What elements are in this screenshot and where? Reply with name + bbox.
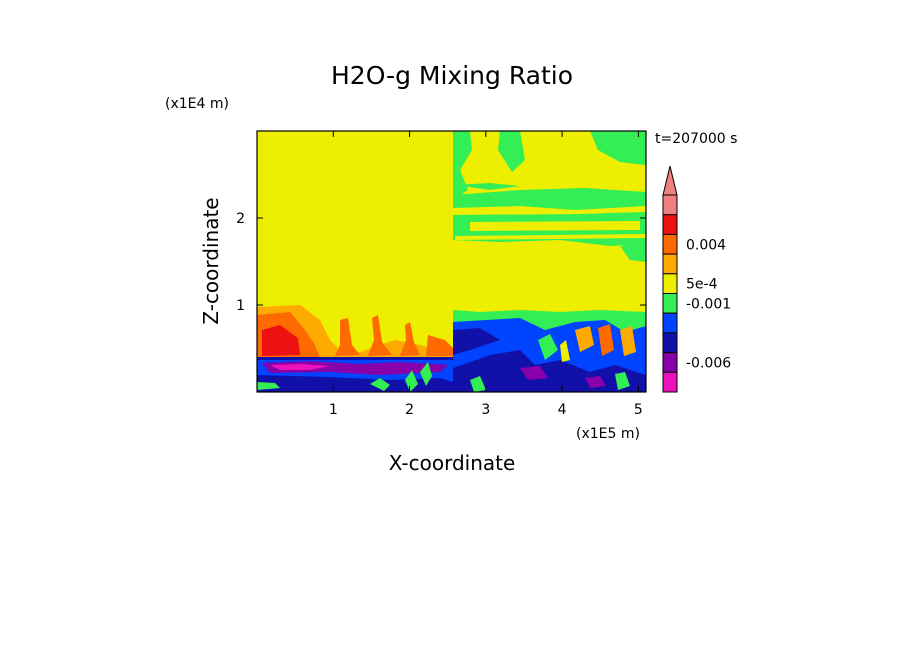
y-axis-title: Z-coordinate: [199, 197, 223, 324]
x-tick-label: 5: [634, 402, 643, 418]
x-tick-label: 1: [329, 402, 338, 418]
colorbar-swatch: [662, 332, 678, 354]
y-axis: 12: [236, 211, 646, 314]
x-unit-label: (x1E5 m): [576, 426, 640, 442]
colorbar-swatch: [662, 233, 678, 255]
colorbar-swatch: [662, 371, 678, 393]
colorbar-label: 5e-4: [686, 277, 718, 293]
time-label: t=207000 s: [655, 131, 737, 147]
x-tick-label: 3: [481, 402, 490, 418]
heatmap-field: [257, 131, 646, 392]
y-unit-label: (x1E4 m): [165, 96, 229, 112]
colorbar-swatch: [662, 253, 678, 275]
x-tick-label: 4: [558, 402, 567, 418]
colorbar-swatch: [662, 352, 678, 373]
chart-title: H2O-g Mixing Ratio: [331, 61, 573, 90]
colorbar-swatch: [662, 273, 678, 294]
y-tick-label: 1: [236, 298, 245, 314]
colorbar-label: -0.006: [686, 355, 731, 371]
x-axis-title: X-coordinate: [389, 451, 516, 475]
colorbar-swatch: [662, 293, 678, 314]
y-tick-label: 2: [236, 211, 245, 227]
colorbar-extend-triangle: [662, 165, 678, 196]
colorbar-swatch: [662, 312, 678, 334]
colorbar: 0.004 5e-4 -0.001 -0.006: [662, 165, 731, 393]
plot-frame: [256, 130, 647, 393]
colorbar-label: 0.004: [686, 237, 726, 253]
colorbar-label: -0.001: [686, 296, 731, 312]
x-tick-label: 2: [405, 402, 414, 418]
x-axis: 1 2 3 4 5: [329, 131, 643, 418]
colorbar-swatch: [662, 214, 678, 235]
colorbar-swatch: [662, 194, 678, 216]
